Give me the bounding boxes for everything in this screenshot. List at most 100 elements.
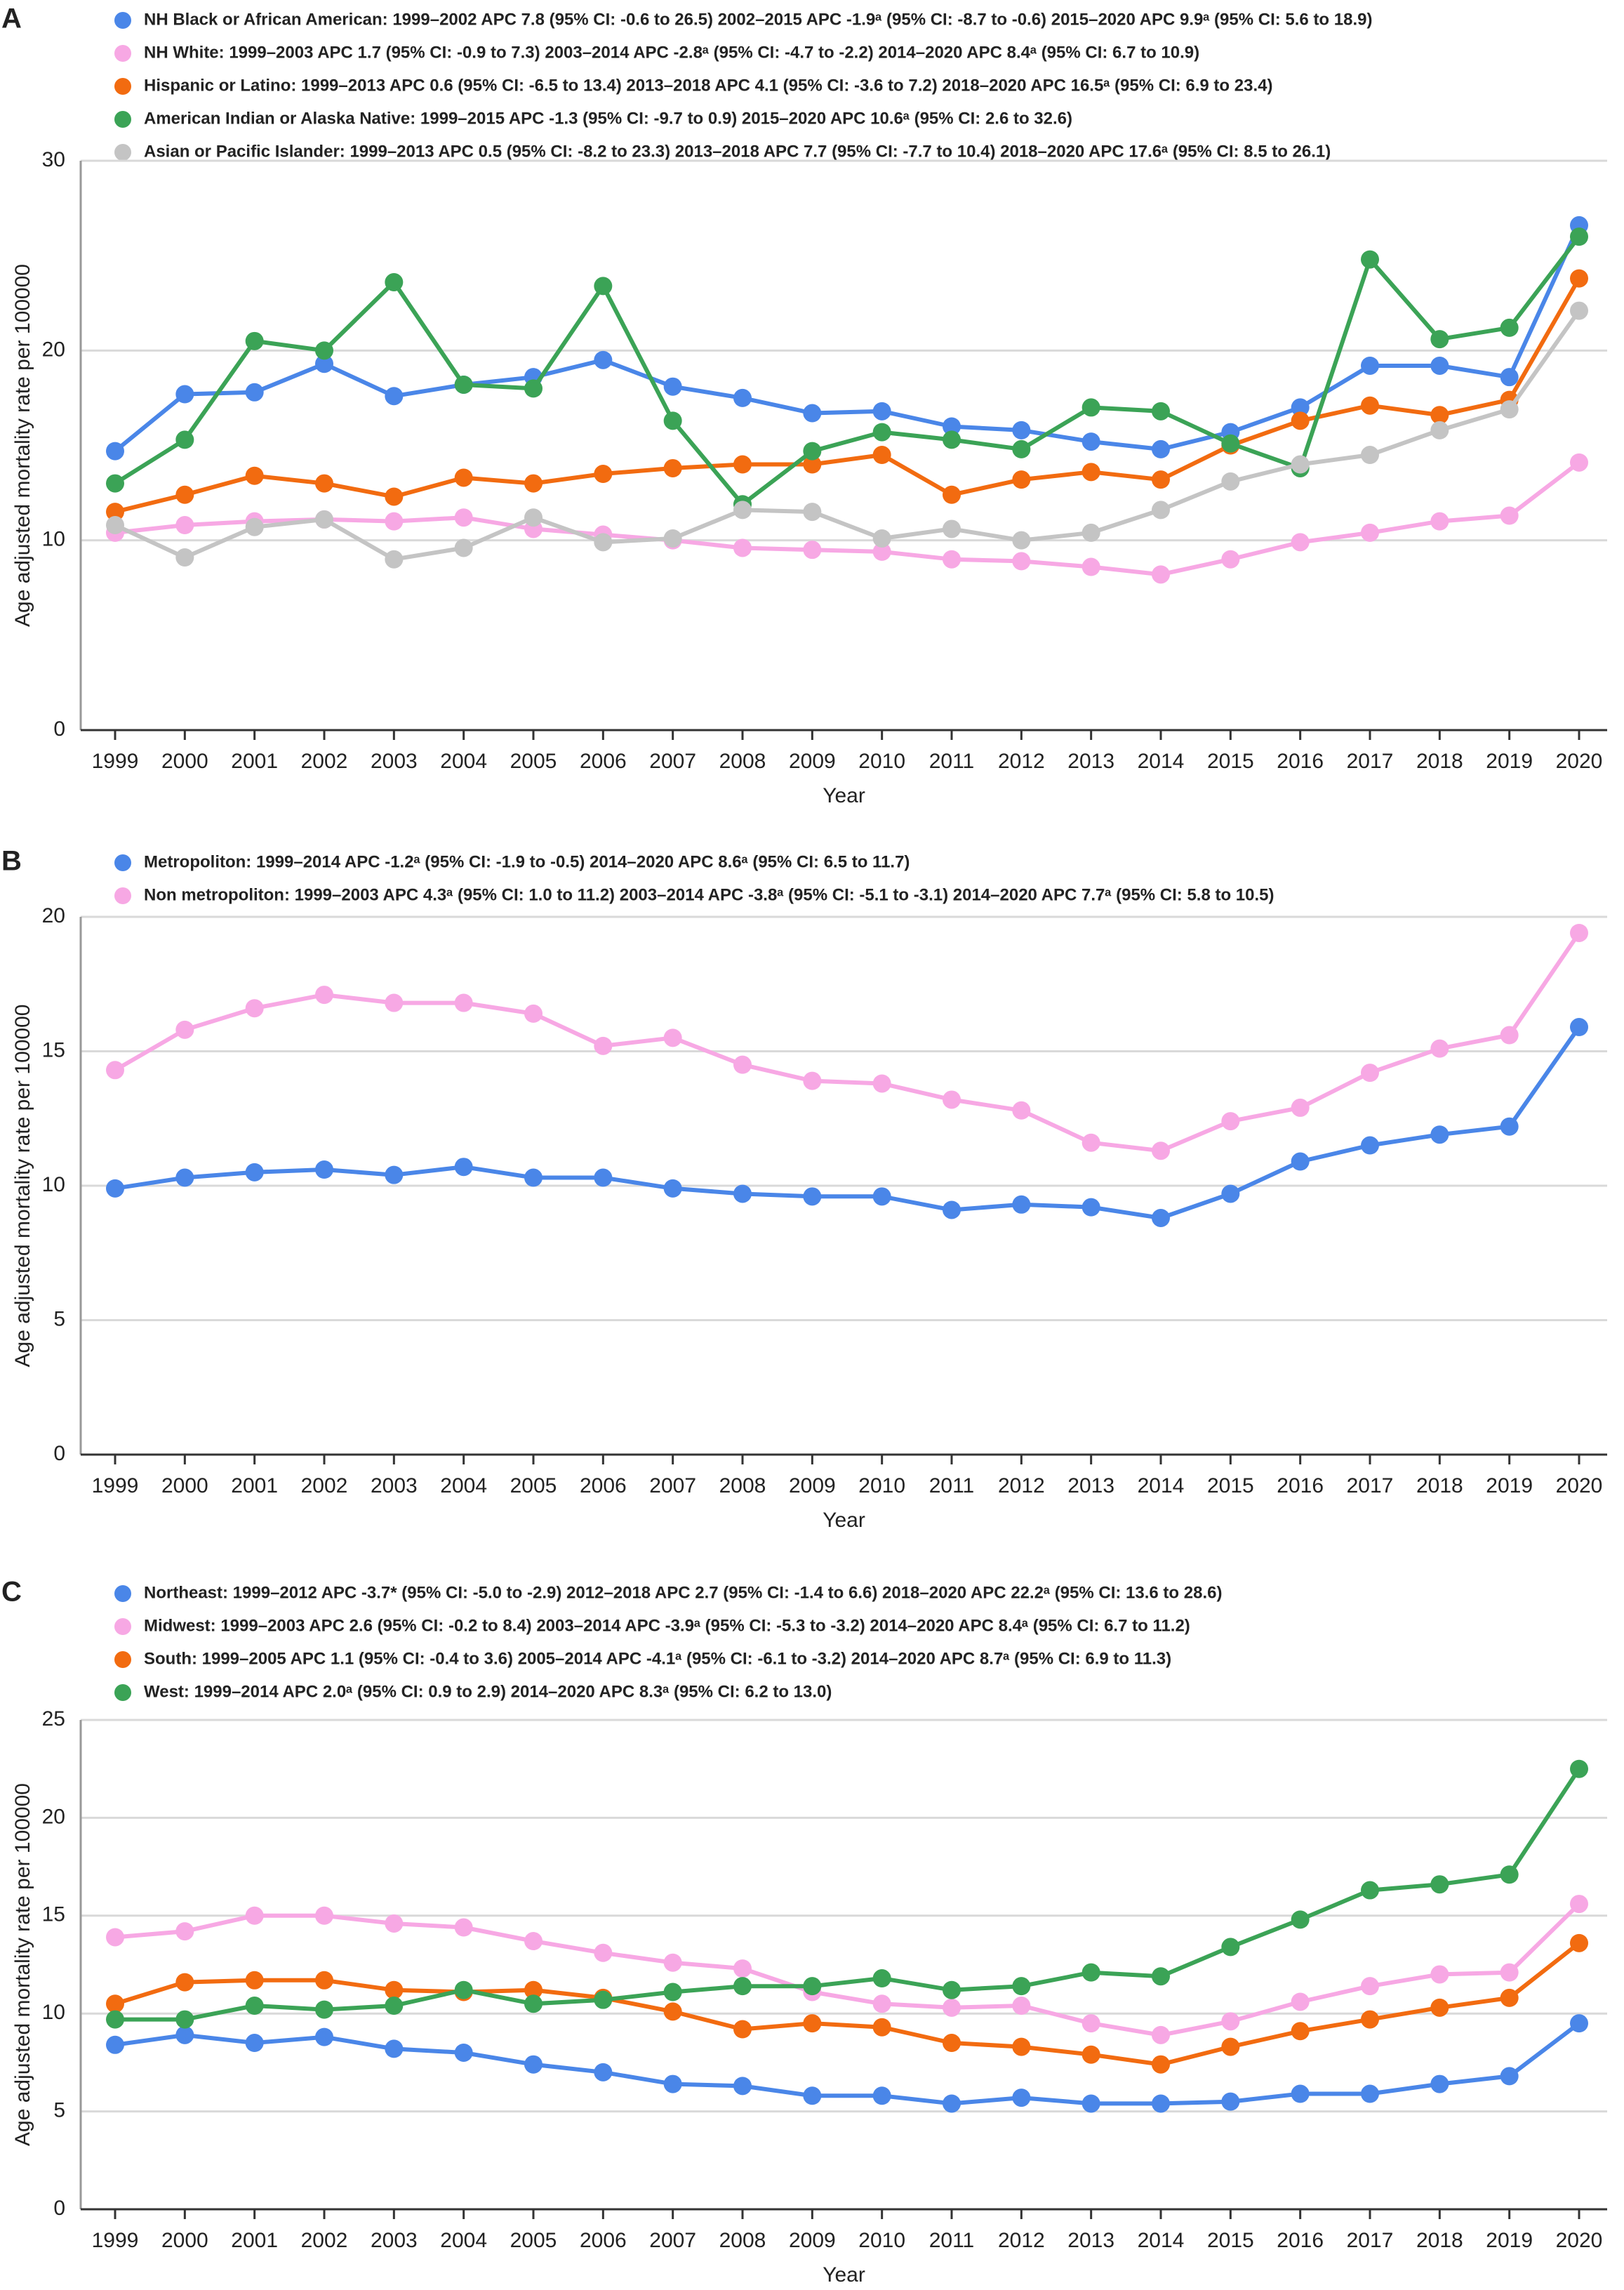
data-point	[315, 1971, 333, 1990]
series-line	[115, 1768, 1581, 2022]
y-axis-title: Age adjusted mortality rate per 100000	[11, 1783, 34, 2146]
x-tick-label: 2008	[719, 1474, 766, 1497]
data-point	[803, 455, 822, 474]
data-point	[663, 1028, 682, 1047]
legend-label: Non metropoliton: 1999–2003 APC 4.3ᵃ (95…	[144, 885, 1274, 904]
series-line	[114, 309, 1581, 562]
data-point	[1221, 472, 1240, 491]
data-point	[1361, 523, 1379, 542]
data-point	[1152, 2055, 1170, 2074]
data-point	[454, 1980, 473, 1999]
legend-label: American Indian or Alaska Native: 1999–2…	[144, 109, 1072, 128]
data-point	[1430, 421, 1449, 439]
data-point	[1152, 402, 1170, 421]
panel-label: B	[1, 846, 22, 877]
data-point	[315, 1906, 333, 1925]
series-line	[114, 224, 1581, 453]
data-point	[943, 2034, 961, 2053]
x-tick-label: 2006	[580, 2229, 627, 2252]
data-point	[454, 375, 473, 394]
x-tick-label: 2013	[1067, 750, 1114, 773]
legend-marker	[114, 854, 131, 871]
data-point	[524, 474, 543, 493]
data-point	[1291, 2022, 1310, 2041]
data-point	[106, 1061, 124, 1080]
data-point	[1570, 227, 1588, 246]
data-point	[385, 993, 404, 1012]
x-tick-label: 2010	[858, 2229, 905, 2252]
x-tick-label: 2002	[301, 1474, 348, 1497]
x-tick-label: 2002	[301, 750, 348, 773]
x-tick-label: 2004	[440, 2229, 487, 2252]
x-tick-label: 2015	[1207, 2229, 1254, 2252]
y-tick-label: 10	[42, 528, 65, 551]
data-point	[663, 1983, 682, 2001]
data-point	[663, 458, 682, 477]
data-point	[1291, 533, 1310, 552]
legend-label: Asian or Pacific Islander: 1999–2013 APC…	[144, 142, 1331, 161]
data-point	[1361, 1881, 1379, 1900]
data-point	[943, 519, 961, 538]
y-tick-label: 5	[53, 1307, 65, 1330]
data-point	[385, 550, 404, 569]
legend-label: South: 1999–2005 APC 1.1 (95% CI: -0.4 t…	[144, 1649, 1171, 1668]
data-point	[943, 430, 961, 449]
x-tick-label: 2000	[161, 750, 208, 773]
x-tick-label: 2018	[1416, 2229, 1463, 2252]
data-point	[733, 1959, 752, 1978]
data-point	[1430, 1125, 1449, 1144]
x-tick-label: 2020	[1556, 1474, 1603, 1497]
x-tick-label: 2000	[161, 1474, 208, 1497]
x-tick-label: 2003	[371, 2229, 418, 2252]
legend-label: Northeast: 1999–2012 APC -3.7* (95% CI: …	[144, 1583, 1222, 1602]
data-point	[454, 1158, 473, 1177]
data-point	[1570, 269, 1588, 288]
series-line	[114, 932, 1581, 1153]
data-point	[245, 1906, 264, 1925]
data-point	[663, 377, 682, 396]
data-point	[943, 550, 961, 569]
x-tick-label: 2013	[1067, 2229, 1114, 2252]
data-point	[594, 1990, 613, 2009]
data-point	[1081, 557, 1100, 576]
data-point	[1430, 2074, 1449, 2093]
y-tick-label: 0	[53, 1442, 65, 1465]
x-tick-label: 2009	[789, 1474, 836, 1497]
x-tick-label: 2003	[371, 1474, 418, 1497]
data-point	[1221, 550, 1240, 569]
data-point	[1152, 1208, 1170, 1227]
data-point	[1152, 470, 1170, 489]
data-point	[175, 430, 194, 449]
x-tick-label: 2016	[1277, 1474, 1324, 1497]
panel-label: A	[1, 4, 22, 34]
data-point	[1012, 1195, 1031, 1214]
data-point	[524, 508, 543, 527]
x-tick-label: 2004	[440, 750, 487, 773]
data-point	[175, 548, 194, 567]
data-point	[175, 1168, 194, 1187]
data-point	[733, 2020, 752, 2039]
data-point	[1570, 301, 1588, 320]
data-point	[1012, 552, 1031, 571]
data-point	[454, 993, 473, 1012]
data-point	[872, 402, 891, 421]
data-point	[1430, 512, 1449, 531]
data-point	[175, 2025, 194, 2044]
data-point	[1500, 1026, 1519, 1045]
data-point	[1291, 1098, 1310, 1117]
x-tick-label: 2001	[231, 2229, 278, 2252]
data-point	[315, 2000, 333, 2019]
data-point	[1500, 1963, 1519, 1982]
data-point	[1500, 318, 1519, 337]
legend-marker	[114, 1684, 131, 1701]
data-point	[245, 466, 264, 485]
data-point	[106, 2010, 124, 2029]
data-point	[524, 1168, 543, 1187]
data-point	[594, 2063, 613, 2081]
x-tick-label: 2018	[1416, 750, 1463, 773]
data-point	[1081, 1198, 1100, 1217]
data-point	[1291, 1152, 1310, 1171]
data-point	[733, 455, 752, 474]
x-tick-label: 2011	[929, 1474, 975, 1497]
data-point	[106, 516, 124, 535]
